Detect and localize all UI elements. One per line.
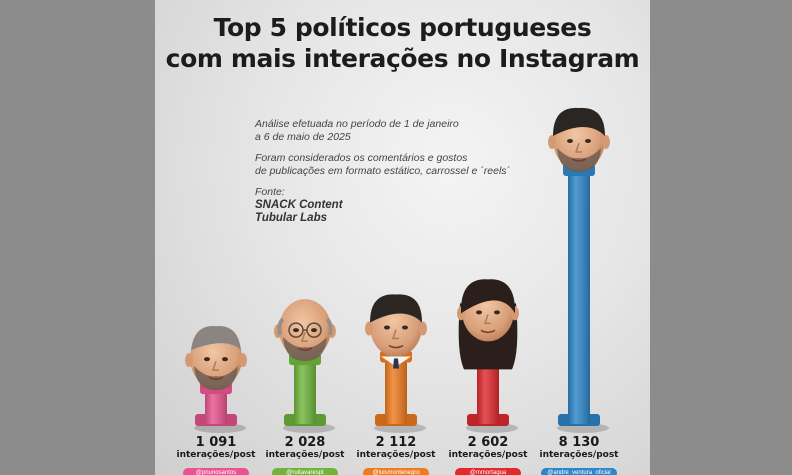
- pez-bar-5: [548, 107, 610, 433]
- period-note: Análise efetuada no período de 1 de jane…: [255, 118, 525, 144]
- stat-3: 2 112 interações/post @luismontenegro: [351, 436, 441, 475]
- value-label: 2 112: [375, 435, 417, 450]
- unit-label: interações/post: [176, 450, 256, 460]
- instagram-handle[interactable]: @luismontenegro: [363, 468, 429, 475]
- pez-dispenser-head-2: [274, 299, 336, 362]
- pez-dispenser-head-5: [548, 107, 610, 172]
- period-line-2: a 6 de maio de 2025: [255, 131, 351, 143]
- scope-line-1: Foram considerados os comentários e gost…: [255, 152, 468, 164]
- infographic-card: Top 5 políticos portugueses com mais int…: [155, 0, 650, 475]
- pez-dispenser-head-3: [365, 294, 427, 357]
- methodology-notes: Análise efetuada no período de 1 de jane…: [255, 118, 525, 225]
- instagram-handle[interactable]: @mmortagua: [455, 468, 521, 475]
- bar-stem-shading: [568, 172, 590, 424]
- value-label: 1 091: [195, 435, 237, 450]
- pez-dispenser-head-1: [185, 326, 247, 391]
- instagram-handle[interactable]: @andre_ventura_oficial: [541, 468, 617, 475]
- stat-4: 2 602 interações/post @mmortagua: [443, 436, 533, 475]
- value-label: 2 602: [467, 435, 509, 450]
- scope-line-2: de publicações em formato estático, carr…: [255, 165, 511, 177]
- title-line-2: com mais interações no Instagram: [165, 44, 640, 73]
- title-line-1: Top 5 políticos portugueses: [213, 13, 592, 42]
- pez-bar-4: [457, 279, 519, 433]
- instagram-handle[interactable]: @pnunosantos: [183, 468, 249, 475]
- unit-label: interações/post: [356, 450, 436, 460]
- pez-bar-2: [274, 299, 336, 433]
- bar-stem-shading: [385, 358, 407, 424]
- source-label: Fonte:: [255, 186, 285, 198]
- unit-label: interações/post: [539, 450, 619, 460]
- pez-bar-1: [185, 326, 247, 433]
- stat-1: 1 091 interações/post @pnunosantos: [171, 436, 261, 475]
- source-1: SNACK Content: [255, 199, 343, 211]
- instagram-handle[interactable]: @ruitavarespt: [272, 468, 338, 475]
- bar-stem-shading: [205, 390, 227, 424]
- bar-stem-shading: [294, 361, 316, 424]
- value-label: 8 130: [558, 435, 600, 450]
- unit-label: interações/post: [448, 450, 528, 460]
- stat-2: 2 028 interações/post @ruitavarespt: [260, 436, 350, 475]
- pez-dispenser-head-4: [457, 279, 519, 370]
- pez-bar-chart: [185, 107, 610, 433]
- scope-note: Foram considerados os comentários e gost…: [255, 152, 525, 178]
- value-label: 2 028: [284, 435, 326, 450]
- page-title: Top 5 políticos portugueses com mais int…: [155, 12, 650, 74]
- stat-5: 8 130 interações/post @andre_ventura_ofici…: [534, 436, 624, 475]
- source-2: Tubular Labs: [255, 212, 327, 224]
- stats-row: 1 091 interações/post @pnunosantos 2 028 int…: [155, 436, 650, 475]
- period-line-1: Análise efetuada no período de 1 de jane…: [255, 118, 459, 130]
- unit-label: interações/post: [265, 450, 345, 460]
- pez-bar-3: [365, 294, 427, 433]
